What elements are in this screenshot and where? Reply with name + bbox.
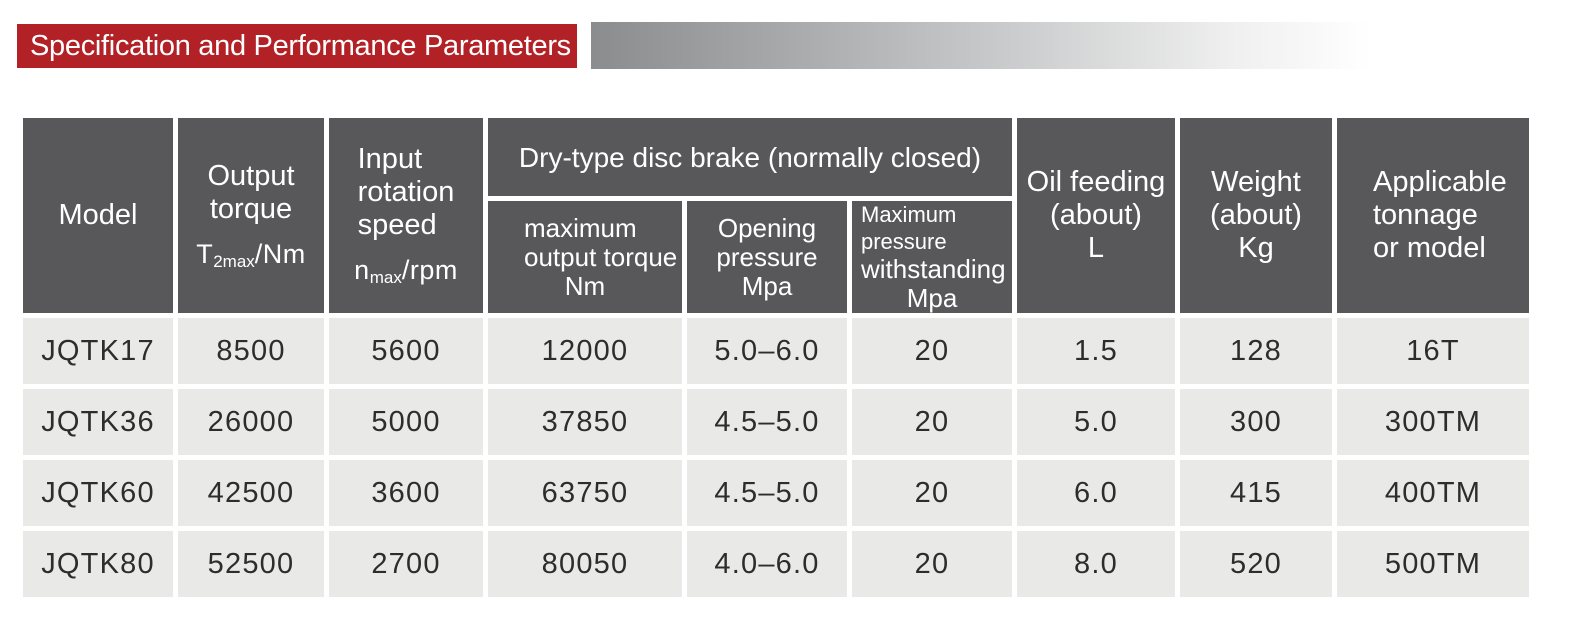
cell-max-pressure: 20 — [852, 389, 1012, 455]
cell-opening-pressure: 4.5–5.0 — [687, 460, 847, 526]
cell-brake-max-output: 37850 — [488, 389, 682, 455]
header-input-speed-lines: Input rotation speed — [357, 143, 455, 241]
cell-max-pressure: 20 — [852, 460, 1012, 526]
header-model: Model — [23, 118, 173, 313]
cell-output-torque: 42500 — [178, 460, 324, 526]
header-oil-feeding: Oil feeding (about) L — [1017, 118, 1175, 313]
cell-brake-max-output: 80050 — [488, 531, 682, 597]
header-brake-group: Dry-type disc brake (normally closed) — [488, 118, 1012, 196]
cell-applicable: 500TM — [1337, 531, 1529, 597]
cell-oil-feeding: 1.5 — [1017, 318, 1175, 384]
table-row: JQTK36 26000 5000 37850 4.5–5.0 20 5.0 3… — [23, 389, 1529, 455]
section-title: Specification and Performance Parameters — [30, 29, 571, 62]
cell-weight: 300 — [1180, 389, 1332, 455]
header-input-speed-formula: nmax/rpm — [354, 255, 458, 287]
header-input-speed: Input rotation speed nmax/rpm — [329, 118, 483, 313]
cell-input-speed: 5600 — [329, 318, 483, 384]
header-brake-group-label: Dry-type disc brake (normally closed) — [518, 141, 982, 173]
table-row: JQTK60 42500 3600 63750 4.5–5.0 20 6.0 4… — [23, 460, 1529, 526]
cell-opening-pressure: 5.0–6.0 — [687, 318, 847, 384]
cell-input-speed: 2700 — [329, 531, 483, 597]
cell-opening-pressure: 4.5–5.0 — [687, 389, 847, 455]
cell-max-pressure: 20 — [852, 318, 1012, 384]
cell-oil-feeding: 5.0 — [1017, 389, 1175, 455]
header-brake-opening-pressure: Opening pressure Mpa — [687, 201, 847, 313]
cell-model: JQTK36 — [23, 389, 173, 455]
cell-max-pressure: 20 — [852, 531, 1012, 597]
cell-oil-feeding: 6.0 — [1017, 460, 1175, 526]
cell-output-torque: 8500 — [178, 318, 324, 384]
cell-model: JQTK17 — [23, 318, 173, 384]
cell-weight: 128 — [1180, 318, 1332, 384]
cell-input-speed: 5000 — [329, 389, 483, 455]
header-brake-max-output: maximum output torque Nm — [488, 201, 682, 313]
cell-output-torque: 26000 — [178, 389, 324, 455]
cell-model: JQTK60 — [23, 460, 173, 526]
table-row: JQTK80 52500 2700 80050 4.0–6.0 20 8.0 5… — [23, 531, 1529, 597]
cell-input-speed: 3600 — [329, 460, 483, 526]
header-output-torque-formula: T2max/Nm — [196, 238, 306, 271]
cell-applicable: 16T — [1337, 318, 1529, 384]
decorative-gradient-bar — [591, 22, 1371, 69]
cell-opening-pressure: 4.0–6.0 — [687, 531, 847, 597]
header-weight: Weight (about) Kg — [1180, 118, 1332, 313]
header-output-torque: Output torque T2max/Nm — [178, 118, 324, 313]
cell-brake-max-output: 12000 — [488, 318, 682, 384]
header-output-torque-line2: torque — [209, 192, 293, 225]
header-model-label: Model — [58, 199, 138, 231]
cell-output-torque: 52500 — [178, 531, 324, 597]
header-brake-max-pressure: Maximum pressure withstanding Mpa — [852, 201, 1012, 313]
cell-oil-feeding: 8.0 — [1017, 531, 1175, 597]
spec-table: Model Output torque T2max/Nm Input rotat… — [18, 113, 1534, 602]
cell-weight: 415 — [1180, 460, 1332, 526]
section-title-banner: Specification and Performance Parameters — [17, 24, 577, 68]
cell-applicable: 400TM — [1337, 460, 1529, 526]
cell-model: JQTK80 — [23, 531, 173, 597]
cell-weight: 520 — [1180, 531, 1332, 597]
header-applicable: Applicable tonnage or model — [1337, 118, 1529, 313]
cell-brake-max-output: 63750 — [488, 460, 682, 526]
table-row: JQTK17 8500 5600 12000 5.0–6.0 20 1.5 12… — [23, 318, 1529, 384]
header-output-torque-line1: Output — [207, 159, 295, 192]
cell-applicable: 300TM — [1337, 389, 1529, 455]
